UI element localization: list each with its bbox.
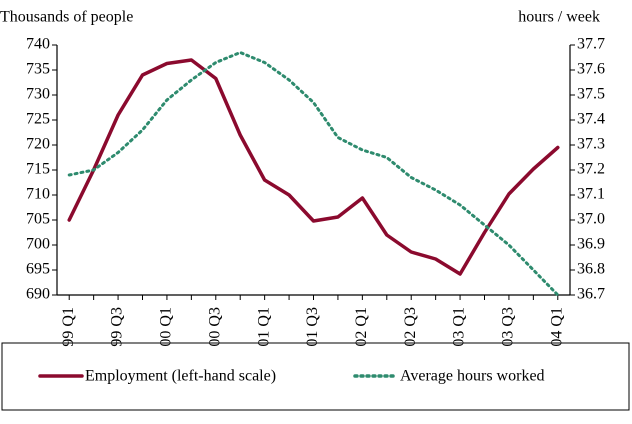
y2-tick-label: 37.5 [577,86,605,103]
x-tick-label: 03 Q3 [500,307,517,347]
y2-tick-label: 37.1 [577,186,605,203]
y-tick-label: 735 [26,61,50,78]
y-axis-title: Thousands of people [0,9,133,26]
y-tick-label: 705 [26,211,50,228]
y-tick-label: 715 [26,161,50,178]
y2-tick-label: 37.4 [577,111,605,128]
x-tick-label: 99 Q1 [60,307,77,347]
y2-tick-label: 37.2 [577,161,605,178]
y2-tick-label: 36.7 [577,286,605,303]
y2-tick-label: 37.6 [577,61,605,78]
y-tick-label: 700 [26,236,50,253]
series-line [67,58,560,276]
y-tick-label: 740 [26,36,50,53]
y-tick-label: 695 [26,261,50,278]
legend-box [1,342,630,411]
y2-tick-label: 37.0 [577,211,605,228]
y-tick-label: 710 [26,186,50,203]
y2-tick-label: 36.8 [577,261,605,278]
legend-label: Employment (left-hand scale) [85,368,276,385]
x-tick-label: 01 Q3 [304,307,321,347]
y2-tick-label: 37.7 [577,36,605,53]
y-tick-label: 720 [26,136,50,153]
x-tick-label: 00 Q1 [158,307,175,347]
x-tick-label: 02 Q3 [402,307,419,347]
y2-tick-label: 37.3 [577,136,605,153]
y-tick-label: 725 [26,111,50,128]
legend-label: Average hours worked [400,368,545,385]
y-tick-label: 730 [26,86,50,103]
x-tick-label: 01 Q1 [255,307,272,347]
x-tick-label: 04 Q1 [548,307,565,347]
x-tick-label: 00 Q3 [206,307,223,347]
y2-axis-title: hours / week [518,9,600,26]
x-tick-label: 03 Q1 [451,307,468,347]
y2-tick-label: 36.9 [577,236,605,253]
series-line [67,51,560,297]
x-tick-label: 02 Q1 [353,307,370,347]
y-tick-label: 690 [26,286,50,303]
x-tick-label: 99 Q3 [109,307,126,347]
